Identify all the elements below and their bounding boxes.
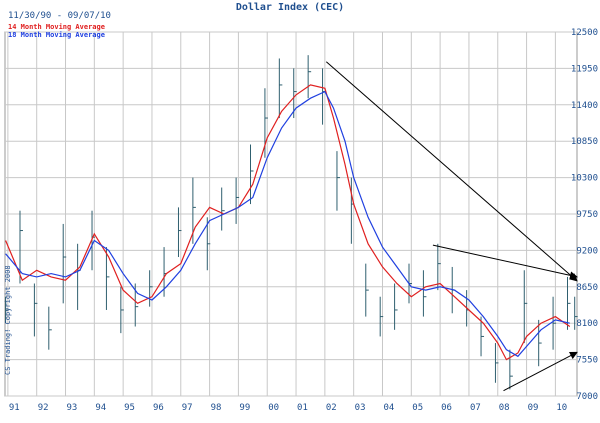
y-tick-label: 8650 <box>576 283 598 293</box>
trendline-arrow <box>325 61 578 282</box>
y-tick-label: 12500 <box>571 28 598 38</box>
y-tick-label: 8100 <box>576 319 598 329</box>
x-tick-label: 01 <box>297 403 308 413</box>
x-tick-label: 00 <box>268 403 279 413</box>
x-tick-label: 07 <box>470 403 481 413</box>
x-tick-label: 91 <box>9 403 20 413</box>
x-tick-label: 03 <box>355 403 366 413</box>
x-tick-label: 94 <box>95 403 106 413</box>
x-tick-label: 95 <box>124 403 135 413</box>
trendline-arrow <box>503 351 578 392</box>
x-tick-label: 08 <box>499 403 510 413</box>
copyright-text: CS Trading! Copyright 2008 <box>4 265 12 375</box>
x-tick-label: 97 <box>182 403 193 413</box>
y-tick-label: 7000 <box>576 392 598 402</box>
y-tick-label: 10300 <box>571 174 598 184</box>
legend-ma18: 18 Month Moving Average <box>8 31 105 39</box>
ma18-line <box>5 90 570 358</box>
x-tick-label: 96 <box>153 403 164 413</box>
x-tick-label: 05 <box>412 403 423 413</box>
moving-average-lines <box>5 84 571 361</box>
y-tick-label: 9750 <box>576 210 598 220</box>
trendlines <box>325 61 578 392</box>
y-tick-label: 7550 <box>576 356 598 366</box>
date-range: 11/30/90 - 09/07/10 <box>8 11 111 21</box>
trendline-arrow <box>432 244 578 280</box>
ma14-line <box>5 84 571 361</box>
y-axis-tick-labels: 12500 11950 11400 10850 10300 9750 9200 8650 810… <box>571 28 598 402</box>
x-tick-label: 93 <box>67 403 78 413</box>
y-tick-label: 10850 <box>571 137 598 147</box>
x-tick-label: 99 <box>239 403 250 413</box>
x-tick-label: 06 <box>441 403 452 413</box>
y-tick-label: 11950 <box>571 64 598 74</box>
x-tick-label: 09 <box>528 403 539 413</box>
legend-ma14: 14 Month Moving Average <box>8 23 105 31</box>
price-bars <box>5 55 578 390</box>
x-tick-label: 10 <box>556 403 567 413</box>
x-axis-tick-labels: 91 92 93 94 95 96 97 98 99 00 01 02 03 04 05 06 07 08 09 10 <box>9 403 567 413</box>
x-tick-label: 98 <box>211 403 222 413</box>
x-tick-label: 92 <box>38 403 49 413</box>
chart-title: Dollar Index (CEC) <box>236 2 344 13</box>
grid-lines <box>5 31 577 397</box>
y-tick-label: 9200 <box>576 246 598 256</box>
x-tick-label: 04 <box>383 403 394 413</box>
x-tick-label: 02 <box>326 403 337 413</box>
y-tick-label: 11400 <box>571 101 598 111</box>
